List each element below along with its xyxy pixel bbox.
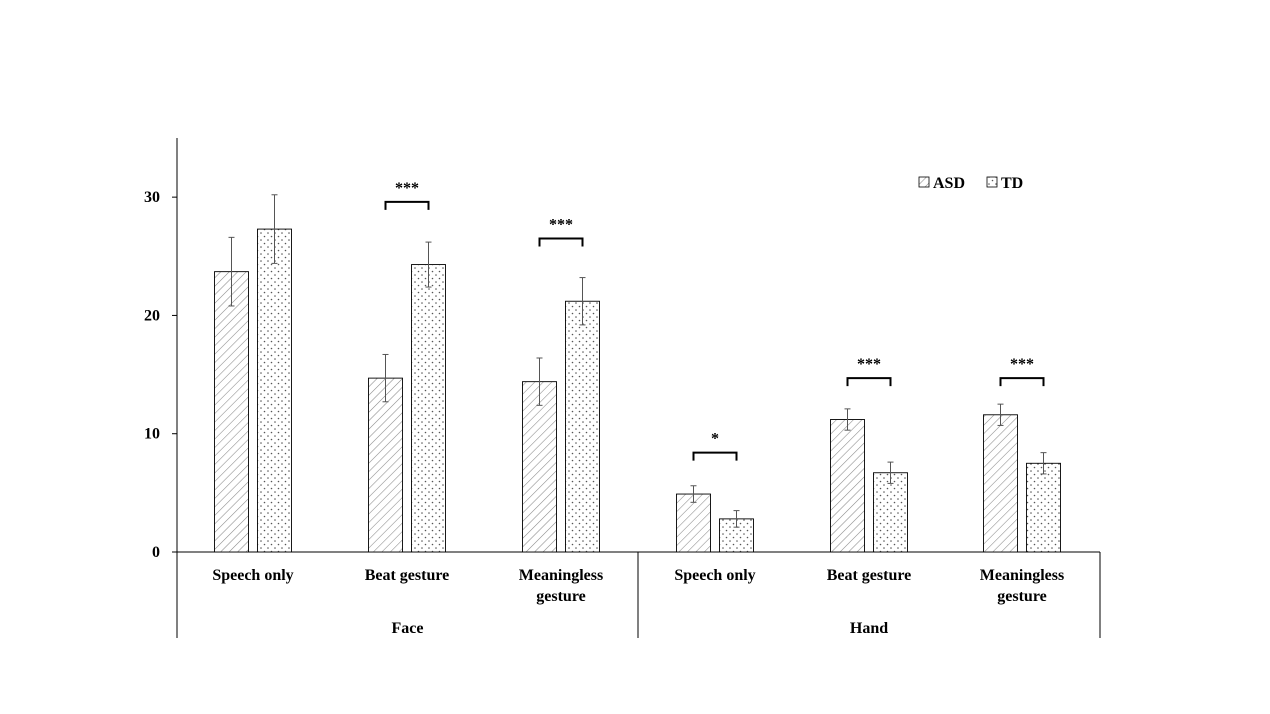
category-label: Beat gesture — [365, 567, 450, 584]
category-label: Meaningless — [519, 567, 603, 584]
bar-td — [1026, 462, 1061, 553]
legend-swatch-asd — [918, 176, 930, 188]
group-label-face: Face — [392, 620, 424, 637]
legend: ASD TD — [918, 175, 1023, 192]
y-tick-label: 10 — [144, 426, 160, 443]
significance-bracket — [538, 237, 584, 247]
category-label: Speech only — [212, 567, 293, 584]
category-label: gesture — [997, 588, 1046, 605]
significance-label: * — [711, 431, 719, 448]
group-label-hand: Hand — [850, 620, 888, 637]
bar-asd — [676, 493, 711, 553]
significance-label: *** — [549, 217, 573, 234]
y-tick-label: 0 — [152, 544, 160, 561]
significance-label: *** — [857, 356, 881, 373]
bar-td — [257, 228, 292, 553]
error-bars — [228, 194, 1047, 528]
category-labels: Speech only Beat gesture Meaningless gestur… — [212, 567, 1064, 605]
y-tick-label: 20 — [144, 307, 160, 324]
significance-markers: ********** *** — [384, 180, 1045, 461]
bar-asd — [368, 377, 403, 553]
significance-label: *** — [1010, 356, 1034, 373]
bar-asd — [830, 419, 865, 553]
significance-bracket — [384, 200, 430, 210]
category-label: Meaningless — [980, 567, 1064, 584]
category-label: gesture — [536, 588, 585, 605]
bar-asd — [983, 414, 1018, 553]
bar-td — [565, 300, 600, 553]
significance-label: *** — [395, 180, 419, 197]
group-labels: Face Hand — [392, 620, 889, 637]
category-label: Beat gesture — [827, 567, 912, 584]
y-tick-label: 30 — [144, 189, 160, 206]
bars — [214, 228, 1061, 553]
y-ticks: 0 10 20 30 — [144, 189, 177, 561]
bar-td — [873, 472, 908, 553]
category-label: Speech only — [674, 567, 755, 584]
significance-bracket — [692, 451, 738, 461]
legend-label-td: TD — [1001, 175, 1023, 192]
bar-asd — [214, 271, 249, 553]
significance-bracket — [846, 377, 892, 387]
significance-bracket — [999, 377, 1045, 387]
legend-label-asd: ASD — [933, 175, 965, 192]
bar-asd — [522, 381, 557, 553]
legend-swatch-td — [986, 176, 998, 188]
bar-td — [411, 264, 446, 553]
